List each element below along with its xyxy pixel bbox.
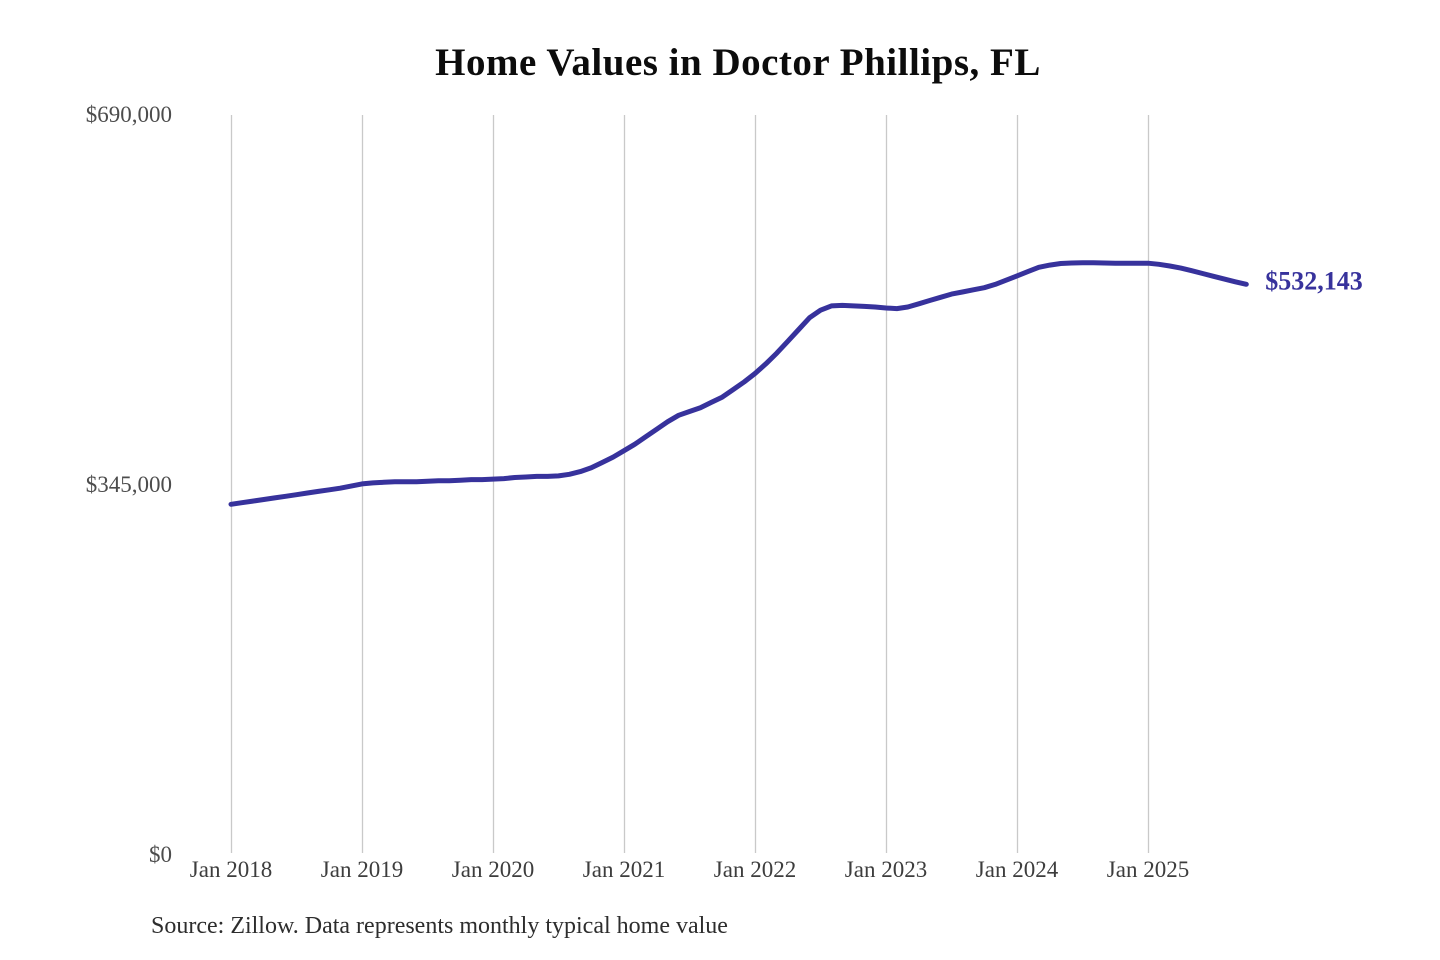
x-tick-label: Jan 2023 [844, 857, 928, 882]
y-tick-label: $345,000 [85, 472, 172, 497]
x-tick-label: Jan 2018 [189, 857, 273, 882]
x-tick-label: Jan 2022 [713, 857, 797, 882]
x-tick-label: Jan 2024 [975, 857, 1059, 882]
x-tick-label: Jan 2019 [320, 857, 404, 882]
y-tick-label: $0 [149, 842, 172, 867]
last-value-label: $532,143 [1265, 266, 1363, 296]
y-tick-label: $690,000 [85, 102, 172, 127]
x-tick-label: Jan 2021 [582, 857, 666, 882]
chart-title: Home Values in Doctor Phillips, FL [435, 41, 1041, 84]
x-tick-label: Jan 2025 [1106, 857, 1190, 882]
source-note: Source: Zillow. Data represents monthly … [151, 913, 728, 939]
home-value-line [228, 260, 1249, 507]
x-tick-label: Jan 2020 [451, 857, 535, 882]
